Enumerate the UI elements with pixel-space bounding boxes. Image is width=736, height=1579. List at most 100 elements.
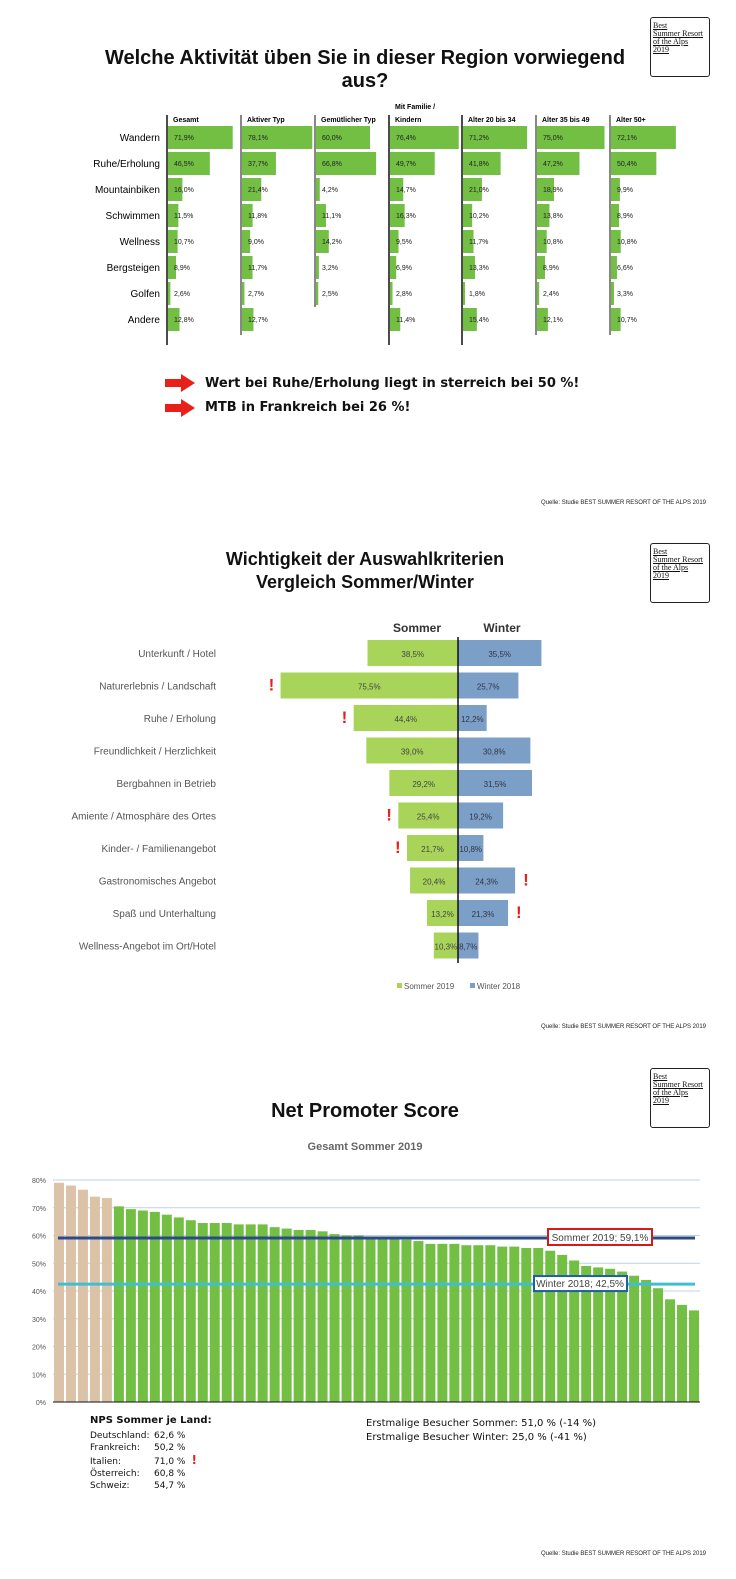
- criterion-label: Ruhe / Erholung: [144, 714, 216, 725]
- warning-mark: !: [386, 806, 392, 825]
- nps-bar: [545, 1250, 556, 1402]
- nps-country-row: Italien: 71,0 %!: [90, 1454, 212, 1468]
- sommer-line-label: Sommer 2019; 59,1%: [552, 1233, 649, 1244]
- logo-line: 2019: [653, 45, 669, 54]
- nps-bar: [353, 1235, 364, 1402]
- bar-value-label: 15,4%: [469, 317, 489, 324]
- arrow-icon: [165, 399, 195, 417]
- bar: [390, 126, 459, 149]
- bar-value-label: 11,5%: [174, 213, 193, 220]
- criterion-label: Amiente / Atmosphäre des Ortes: [71, 812, 216, 823]
- bar-value-label: 66,8%: [322, 161, 342, 168]
- bar: [316, 152, 377, 175]
- bar: [537, 230, 547, 253]
- bar-value-label: 2,4%: [543, 291, 559, 298]
- nps-bar: [365, 1236, 376, 1402]
- column-header: Alter 50+: [616, 117, 646, 124]
- winter-value-label: 12,2%: [461, 715, 484, 724]
- bar-value-label: 14,7%: [396, 187, 416, 194]
- column-header: Aktiver Typ: [247, 117, 285, 124]
- bar-value-label: 3,2%: [322, 265, 338, 272]
- logo-line: of the Alps: [653, 37, 689, 46]
- bar: [242, 152, 276, 175]
- note-ruhe: Wert bei Ruhe/Erholung liegt in sterreic…: [205, 376, 580, 391]
- bar: [611, 282, 614, 305]
- column-header: Alter 35 bis 49: [542, 117, 590, 124]
- legend-label-winter: Winter 2018: [477, 982, 521, 991]
- bar-value-label: 72,1%: [617, 135, 637, 142]
- bar-value-label: 47,2%: [543, 161, 563, 168]
- nps-bar: [689, 1310, 699, 1402]
- criteria-chart: Sommer Winter Unterkunft / Hotel 38,5% 35,5%…: [71, 621, 542, 991]
- nps-bar: [581, 1266, 592, 1402]
- sommer-bar: [389, 770, 458, 796]
- bar-value-label: 8,9%: [543, 265, 559, 272]
- row-label: Bergsteigen: [107, 263, 160, 274]
- bar-value-label: 50,4%: [617, 161, 637, 168]
- bar-value-label: 9,0%: [248, 239, 264, 246]
- bar-value-label: 12,7%: [248, 317, 268, 324]
- source-note: Quelle: Studie BEST SUMMER RESORT OF THE…: [541, 1551, 706, 1557]
- bar-value-label: 16,0%: [174, 187, 194, 194]
- bar: [537, 126, 605, 149]
- row-label: Wandern: [120, 133, 160, 144]
- nps-country-row: Österreich: 60,8 %: [90, 1468, 212, 1480]
- logo-line: of the Alps: [653, 1088, 689, 1097]
- bar: [168, 152, 210, 175]
- bar-value-label: 13,8%: [543, 213, 563, 220]
- sommer-bar: [433, 932, 458, 959]
- bar-value-label: 11,7%: [469, 239, 488, 246]
- nps-bar: [641, 1279, 652, 1402]
- nps-chart: 0% 10% 20% 30% 40% 50% 60% 70% 80% Sommer 2019; 5…: [32, 1178, 700, 1407]
- nps-bar: [677, 1304, 688, 1402]
- row-label: Mountainbiken: [95, 185, 160, 196]
- bar-value-label: 21,0%: [469, 187, 489, 194]
- bar: [168, 282, 171, 305]
- sommer-line-label-box: [547, 1227, 653, 1246]
- winter-line-label-box: [533, 1275, 628, 1293]
- bar-value-label: 12,1%: [543, 317, 563, 324]
- nps-country-block: NPS Sommer je Land: Deutschland: 62,6 % Fr…: [90, 1415, 212, 1492]
- winter-bar: [458, 900, 509, 926]
- sommer-bar: [426, 900, 458, 926]
- bar-value-label: 3,3%: [617, 291, 633, 298]
- bar-value-label: 2,5%: [322, 291, 338, 298]
- nps-bar: [665, 1299, 676, 1402]
- bar: [168, 308, 180, 331]
- note-mtb: MTB in Frankreich bei 26 %!: [205, 400, 411, 415]
- nps-bar: [233, 1224, 244, 1402]
- row-label: Andere: [128, 315, 161, 326]
- bar: [390, 152, 435, 175]
- nps-bar: [209, 1223, 220, 1402]
- logo: Best Summer Resort of the Alps 2019: [650, 543, 710, 603]
- nps-country-row: Deutschland: 62,6 %: [90, 1430, 212, 1442]
- bar: [463, 152, 501, 175]
- column-header-sommer: Sommer: [393, 621, 441, 635]
- bar: [611, 126, 676, 149]
- row-label: Golfen: [131, 289, 160, 300]
- bar: [316, 178, 320, 201]
- nps-country-label: Frankreich:: [90, 1443, 140, 1453]
- bar: [168, 126, 233, 149]
- section2-title-line2: Vergleich Sommer/Winter: [256, 572, 474, 592]
- bar-value-label: 75,0%: [543, 135, 563, 142]
- bar-value-label: 6,9%: [396, 265, 412, 272]
- bar-value-label: 6,6%: [617, 265, 633, 272]
- sommer-value-label: 75,5%: [358, 683, 381, 692]
- bar: [463, 308, 477, 331]
- nps-title: NPS Sommer je Land:: [90, 1415, 212, 1426]
- nps-country-value: 50,2 %: [154, 1443, 186, 1453]
- bar: [316, 230, 329, 253]
- nps-bar: [521, 1247, 532, 1402]
- criterion-label: Naturerlebnis / Landschaft: [99, 682, 216, 693]
- column-header: Mit Familie /: [395, 104, 435, 111]
- bar: [168, 178, 183, 201]
- bar-value-label: 78,1%: [248, 135, 268, 142]
- bar: [242, 308, 254, 331]
- bar: [168, 230, 178, 253]
- nps-country-value: 62,6 %: [154, 1431, 186, 1441]
- bar-value-label: 8,9%: [174, 265, 190, 272]
- nps-bar: [617, 1271, 628, 1402]
- arrow-icon: [165, 374, 195, 392]
- sommer-value-label: 39,0%: [401, 748, 424, 757]
